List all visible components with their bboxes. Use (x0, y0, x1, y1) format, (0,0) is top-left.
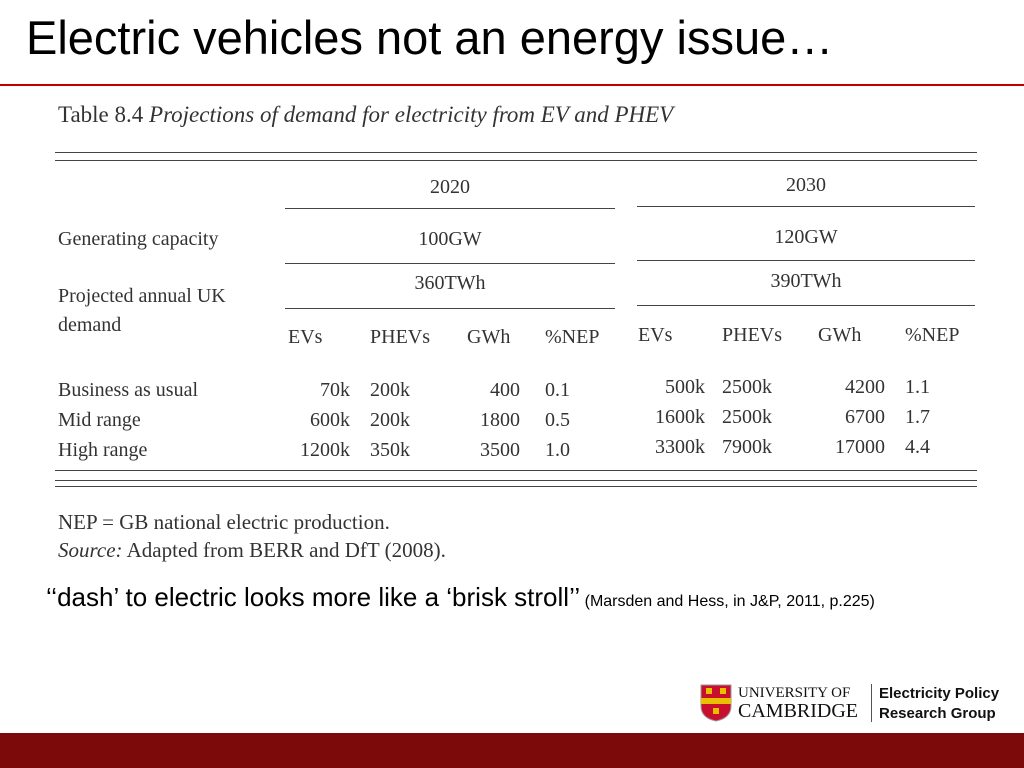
column-header: PHEVs (722, 324, 783, 346)
rule (285, 263, 615, 264)
logo-text: CAMBRIDGE (738, 700, 859, 722)
cell: 200k (370, 409, 410, 431)
title-rule (0, 84, 1024, 86)
rule (55, 152, 977, 153)
cell: 2500k (722, 376, 772, 398)
cell: 200k (370, 379, 410, 401)
cell: 3500 (480, 439, 520, 461)
cell: 6700 (845, 406, 885, 428)
rule (55, 480, 977, 481)
caption-label: Table 8.4 (58, 102, 144, 127)
cell: 1.1 (905, 376, 930, 398)
cell: 17000 (835, 436, 885, 458)
shield (700, 684, 732, 722)
capacity: 120GW (774, 226, 838, 248)
year: 2020 (430, 176, 470, 198)
rule (55, 470, 977, 471)
rule (55, 160, 977, 161)
quote-block: ‘‘dash’ to electric looks more like a ‘b… (46, 582, 996, 617)
demand: 360TWh (414, 272, 486, 294)
cell: 350k (370, 439, 410, 461)
logo-divider (871, 684, 872, 722)
cell: 2500k (722, 406, 772, 428)
cell: 4200 (845, 376, 885, 398)
cell: 1600k (655, 406, 705, 428)
row-label: High range (58, 439, 148, 461)
rule (637, 305, 975, 306)
logo-text: Electricity Policy (879, 685, 1000, 702)
cell: 3300k (655, 436, 705, 458)
cell: 500k (665, 376, 705, 398)
university: UNIVERSITY OF CAMBRIDGE (738, 684, 859, 722)
logo-shield (700, 684, 732, 722)
cell: 4.4 (905, 436, 930, 458)
row-label: Generating capacity (58, 228, 219, 250)
note: NEP = GB national electric production. (58, 510, 390, 534)
caption-text: Projections of demand for electricity fr… (149, 102, 674, 127)
cell: 1800 (480, 409, 520, 431)
cell: 1200k (300, 439, 350, 461)
rule (637, 206, 975, 207)
cell: 1.0 (545, 439, 570, 461)
citation: (Marsden and Hess, in J&P, 2011, p.225) (584, 593, 875, 610)
cell: 600k (310, 409, 350, 431)
rule (637, 260, 975, 261)
cell: 0.1 (545, 379, 570, 401)
logo-text: Research Group (879, 705, 996, 722)
source-label: Source: (58, 538, 123, 562)
column-header: %NEP (905, 324, 960, 346)
cell: 7900k (722, 436, 772, 458)
cell: 1.7 (905, 406, 930, 428)
column-header: %NEP (545, 326, 600, 348)
row-label: Mid range (58, 409, 141, 431)
cell: 0.5 (545, 409, 570, 431)
logo-text: UNIVERSITY OF (738, 685, 851, 701)
source: Source: Adapted from BERR and DfT (2008)… (58, 538, 446, 563)
table-caption: Table 8.4 Projections of demand for elec… (58, 102, 673, 128)
quote: ‘‘dash’ to electric looks more like a ‘b… (46, 582, 581, 612)
footer-bar (0, 733, 1024, 768)
column-header: PHEVs (370, 326, 431, 348)
column-header: GWh (467, 326, 511, 348)
rule (55, 486, 977, 487)
row-label: Projected annual UK demand (58, 285, 226, 336)
demand: 390TWh (770, 270, 842, 292)
table: Table 8.4 Projections of demand for elec… (55, 102, 977, 563)
cell: 400 (490, 379, 520, 401)
column-header: EVs (638, 324, 673, 346)
rule (285, 308, 615, 309)
cell: 70k (320, 379, 350, 401)
source-text: Adapted from BERR and DfT (2008). (126, 538, 446, 562)
column-header: EVs (288, 326, 323, 348)
capacity: 100GW (418, 228, 482, 250)
column-header: GWh (818, 324, 862, 346)
rule (285, 208, 615, 209)
slide-title: Electric vehicles not an energy issue… (26, 11, 834, 64)
group: Electricity Policy Research Group (879, 684, 999, 724)
year: 2030 (786, 174, 826, 196)
row-label: Business as usual (58, 379, 198, 401)
